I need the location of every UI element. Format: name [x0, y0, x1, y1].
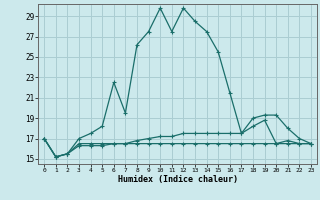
X-axis label: Humidex (Indice chaleur): Humidex (Indice chaleur) — [118, 175, 238, 184]
